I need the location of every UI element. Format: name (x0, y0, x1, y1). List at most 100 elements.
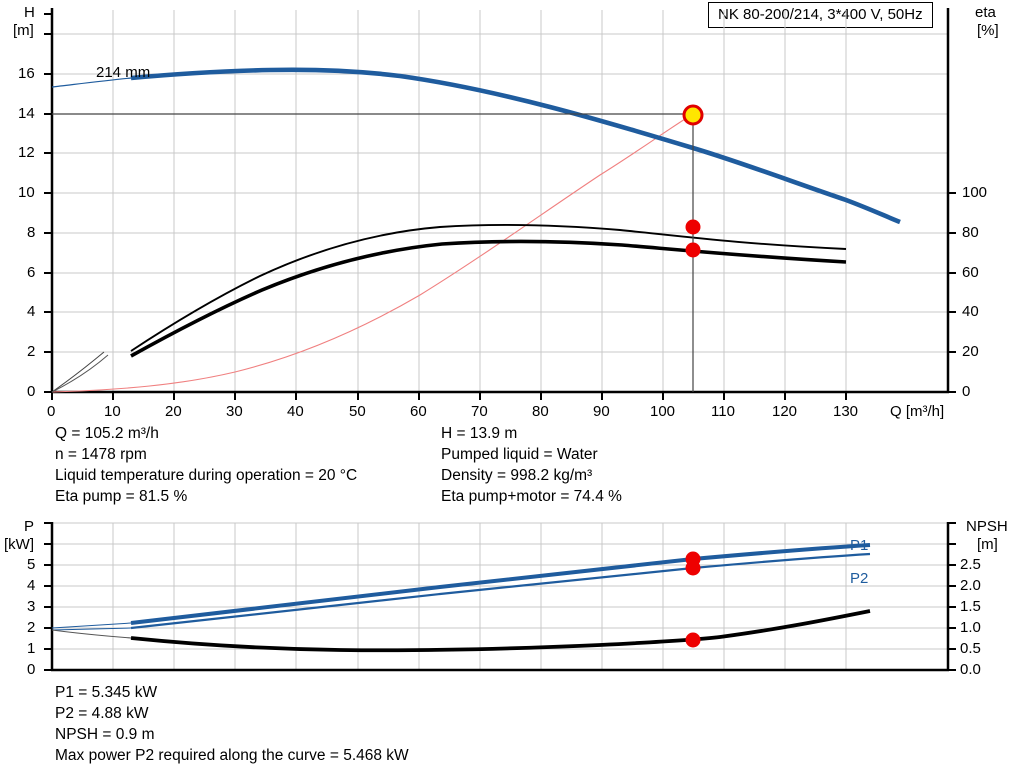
info-h: H = 13.9 m (441, 425, 518, 442)
bottom-left-axis-unit-text: [kW] (4, 536, 34, 553)
bottom-grid-horizontal (52, 522, 948, 650)
npsh-curve-extrapolated (51, 629, 132, 639)
bottom-left-axis-title: P (24, 518, 34, 535)
top-xtick-120: 120 (772, 403, 798, 420)
top-ytick-4: 4 (27, 303, 36, 320)
info-n: n = 1478 rpm (55, 446, 147, 463)
chart-title-box: NK 80-200/214, 3*400 V, 50Hz (708, 2, 933, 28)
info-q: Q = 105.2 m³/h (55, 425, 159, 442)
top-left-axis-title-text: H (24, 4, 35, 21)
top-xtick-110: 110 (711, 403, 735, 420)
info-pumped-liquid: Pumped liquid = Water (441, 446, 598, 463)
bottom-ytick-4: 4 (27, 577, 36, 594)
top-grid-vertical (112, 10, 847, 392)
bottom-y2tick-15: 1.5 (960, 598, 981, 615)
npsh-curve (130, 609, 871, 653)
bottom-chart: P [kW] NPSH [m] (0, 512, 1024, 687)
info-npsh: NPSH = 0.9 m (55, 726, 155, 743)
top-y2tick-80: 80 (962, 224, 979, 241)
top-right-axis-title-text: eta (975, 4, 996, 21)
top-grid-horizontal (52, 33, 948, 353)
info-max-power: Max power P2 required along the curve = … (55, 747, 409, 764)
bottom-right-axis-unit: [m] (977, 536, 998, 553)
bottom-left-axis-title-text: P (24, 518, 35, 535)
bottom-right-ticks (948, 522, 956, 671)
eta-pump-curve-thin-part (51, 351, 105, 393)
top-y2tick-20: 20 (962, 343, 979, 360)
system-curve (51, 113, 694, 393)
top-y2tick-0: 0 (962, 383, 971, 400)
p2-curve-label-text: P2 (850, 570, 869, 587)
bottom-left-ticks (44, 522, 52, 671)
top-ytick-14: 14 (18, 105, 35, 122)
info-eta-pump-motor: Eta pump+motor = 74.4 % (441, 488, 622, 505)
p1-curve-label-text: P1 (850, 537, 869, 554)
top-ytick-8: 8 (27, 224, 36, 241)
top-xtick-80: 80 (532, 403, 549, 420)
top-xtick-10: 10 (104, 403, 121, 420)
top-chart: H [m] eta [%] NK 80-200/214, 3*400 V, 50… (13, 2, 999, 420)
top-xtick-50: 50 (349, 403, 366, 420)
top-left-axis-unit-text: [m] (13, 22, 34, 39)
eta-pump-motor-curve-thin-part (51, 354, 109, 393)
bottom-ytick-0: 0 (27, 661, 36, 678)
top-xtick-60: 60 (410, 403, 427, 420)
bottom-ytick-5: 5 (27, 556, 36, 573)
info-p2: P2 = 4.88 kW (55, 705, 149, 722)
top-xtick-30: 30 (226, 403, 243, 420)
top-ytick-6: 6 (27, 264, 36, 281)
top-left-ticks (44, 13, 52, 393)
p1-curve-label: P1 (850, 537, 868, 554)
operating-point-info: Q = 105.2 m³/h n = 1478 rpm Liquid tempe… (0, 423, 1024, 513)
eta-pump-motor-curve (130, 239, 847, 358)
bottom-y2tick-10: 1.0 (960, 619, 981, 636)
power-info: P1 = 5.345 kW P2 = 4.88 kW NPSH = 0.9 m … (55, 682, 409, 766)
top-xtick-100: 100 (650, 403, 676, 420)
p2-duty-marker (685, 560, 701, 576)
top-xtick-70: 70 (471, 403, 488, 420)
top-y2tick-100: 100 (962, 184, 988, 201)
eta-pump-curve (130, 223, 847, 352)
top-ytick-2: 2 (27, 343, 36, 360)
bottom-ytick-1: 1 (27, 640, 36, 657)
bottom-right-axis-unit-text: [m] (977, 536, 998, 553)
top-ytick-10: 10 (18, 184, 35, 201)
top-x-axis-label-text: Q [m³/h] (890, 403, 945, 420)
chart-title-text: NK 80-200/214, 3*400 V, 50Hz (718, 6, 923, 23)
operating-point-info-col1: Q = 105.2 m³/h n = 1478 rpm Liquid tempe… (55, 423, 357, 507)
top-x-axis-label: Q [m³/h] (890, 403, 944, 420)
p2-curve (130, 552, 871, 630)
top-xtick-0: 0 (47, 403, 56, 420)
p2-curve-extrapolated (51, 627, 132, 631)
top-right-ticks (948, 192, 956, 393)
eta-pump-motor-duty-marker (685, 242, 701, 258)
bottom-ytick-2: 2 (27, 619, 36, 636)
operating-point-info-col2: H = 13.9 m Pumped liquid = Water Density… (441, 423, 622, 507)
top-xtick-90: 90 (593, 403, 610, 420)
npsh-duty-marker (685, 632, 701, 648)
top-chart-plot (44, 8, 956, 400)
top-y2tick-40: 40 (962, 303, 979, 320)
p1-curve-extrapolated (51, 622, 132, 629)
eta-pump-duty-marker (685, 219, 701, 235)
impeller-diameter-label: 214 mm (96, 64, 150, 81)
top-right-axis-unit-text: [%] (977, 22, 999, 39)
top-right-axis-unit: [%] (977, 22, 999, 39)
top-ytick-12: 12 (18, 144, 35, 161)
p2-curve-label: P2 (850, 570, 868, 587)
bottom-y2tick-00: 0.0 (960, 661, 981, 678)
impeller-diameter-text: 214 mm (96, 64, 151, 81)
bottom-y2tick-20: 2.0 (960, 577, 981, 594)
top-xtick-130: 130 (833, 403, 859, 420)
bottom-right-axis-title-text: NPSH (966, 518, 1008, 535)
info-liquid-temperature: Liquid temperature during operation = 20… (55, 467, 358, 484)
top-left-axis-title: H (24, 4, 35, 21)
info-eta-pump: Eta pump = 81.5 % (55, 488, 188, 505)
bottom-chart-plot (44, 522, 956, 672)
bottom-ytick-3: 3 (27, 598, 36, 615)
top-bottom-ticks (51, 392, 847, 400)
top-ytick-0: 0 (27, 383, 36, 400)
top-xtick-20: 20 (165, 403, 182, 420)
top-ytick-16: 16 (18, 65, 35, 82)
